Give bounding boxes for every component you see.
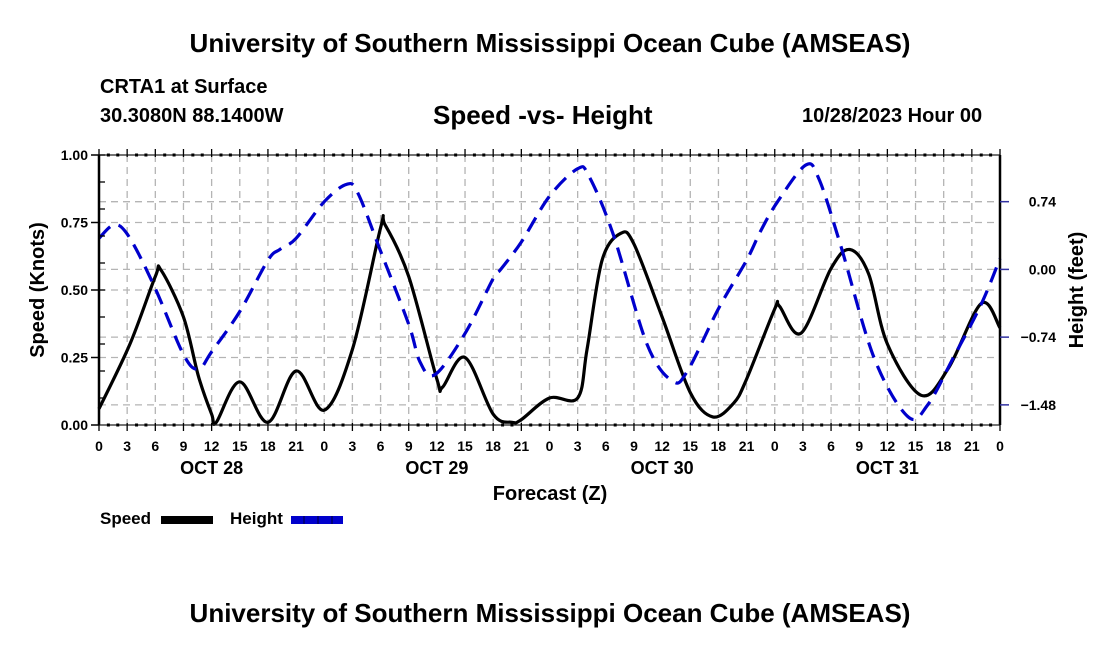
x-tick-label: 21 — [739, 438, 755, 454]
x-tick-label: 18 — [936, 438, 952, 454]
x-tick-label: 3 — [799, 438, 807, 454]
x-tick-label: 12 — [880, 438, 896, 454]
y-tick-label: 0.00 — [61, 417, 88, 433]
coordinates-label: 30.3080N 88.1400W — [100, 105, 284, 127]
x-tick-label: 6 — [602, 438, 610, 454]
footer-title: University of Southern Mississippi Ocean… — [189, 598, 911, 628]
x-tick-label: 15 — [457, 438, 473, 454]
x-axis-title: Forecast (Z) — [493, 483, 607, 505]
x-date-label: OCT 28 — [180, 458, 243, 478]
x-tick-label: 9 — [405, 438, 413, 454]
x-tick-label: 15 — [682, 438, 698, 454]
legend-speed-swatch — [161, 516, 213, 524]
x-tick-label: 3 — [349, 438, 357, 454]
x-date-label: OCT 31 — [856, 458, 919, 478]
station-label: CRTA1 at Surface — [100, 76, 268, 98]
series-layer — [97, 162, 1002, 426]
chart-subtitle: Speed -vs- Height — [433, 100, 653, 130]
x-tick-label: 9 — [630, 438, 638, 454]
y-tick-label: 0.25 — [61, 350, 88, 366]
x-tick-label: 18 — [711, 438, 727, 454]
forecast-datetime: 10/28/2023 Hour 00 — [802, 105, 983, 127]
x-tick-label: 0 — [996, 438, 1004, 454]
legend-speed-label: Speed — [100, 509, 152, 528]
x-tick-label: 0 — [546, 438, 554, 454]
x-tick-label: 21 — [288, 438, 304, 454]
y2-tick-label: 0.00 — [1029, 261, 1056, 277]
series-height-line — [97, 162, 1002, 422]
x-tick-label: 6 — [827, 438, 835, 454]
y-tick-label: 0.75 — [61, 215, 88, 231]
legend-height-label: Height — [230, 509, 283, 528]
x-tick-label: 0 — [95, 438, 103, 454]
x-tick-label: 15 — [908, 438, 924, 454]
x-tick-label: 21 — [514, 438, 530, 454]
x-tick-label: 21 — [964, 438, 980, 454]
x-tick-label: 12 — [654, 438, 670, 454]
x-date-label: OCT 30 — [631, 458, 694, 478]
x-tick-label: 6 — [377, 438, 385, 454]
series-speed-line — [97, 214, 1002, 426]
x-tick-label: 0 — [320, 438, 328, 454]
y2-tick-label: −0.74 — [1021, 329, 1057, 345]
x-date-label: OCT 29 — [405, 458, 468, 478]
x-tick-label: 9 — [180, 438, 188, 454]
y2-tick-label: −1.48 — [1021, 397, 1057, 413]
y2-tick-label: 0.74 — [1029, 194, 1056, 210]
y2-axis-title: Height (feet) — [1066, 232, 1088, 349]
x-tick-label: 12 — [429, 438, 445, 454]
tick-labels: 0 3 6 9 12 15 18 21 0 3 6 9 12 15 18 21 0 3 6 9 12 15 18 21 0 3 6 9… — [61, 147, 1056, 478]
tick-marks — [91, 149, 1009, 431]
x-tick-label: 15 — [232, 438, 248, 454]
x-tick-label: 9 — [855, 438, 863, 454]
y-tick-label: 0.50 — [61, 282, 88, 298]
x-tick-label: 18 — [260, 438, 276, 454]
legend-height-swatch — [291, 516, 343, 524]
y-axis-title: Speed (Knots) — [27, 222, 49, 358]
y-tick-label: 1.00 — [61, 147, 88, 163]
x-tick-label: 6 — [151, 438, 159, 454]
grid-lines — [99, 155, 1000, 425]
x-tick-label: 3 — [574, 438, 582, 454]
x-tick-label: 0 — [771, 438, 779, 454]
x-tick-label: 18 — [485, 438, 501, 454]
x-tick-label: 12 — [204, 438, 220, 454]
main-title: University of Southern Mississippi Ocean… — [189, 28, 911, 58]
x-tick-label: 3 — [123, 438, 131, 454]
